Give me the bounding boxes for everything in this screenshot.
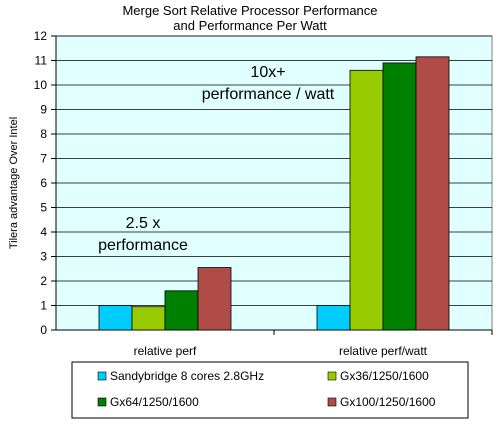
bar-3-2 — [382, 62, 417, 331]
y-tick-label: 11 — [35, 54, 48, 68]
y-tick-label: 9 — [40, 103, 47, 117]
y-tick-label: 12 — [34, 29, 48, 43]
annotation-1-line-2: performance — [98, 237, 188, 254]
legend-label-1: Sandybridge 8 cores 2.8GHz — [110, 369, 264, 383]
y-tick-label: 7 — [40, 152, 47, 166]
y-tick-label: 2 — [40, 274, 47, 288]
legend-swatch-1 — [97, 371, 107, 381]
bar-4-1 — [197, 267, 232, 331]
y-tick-label: 8 — [40, 127, 47, 141]
bar-2-1 — [131, 306, 166, 331]
legend-swatch-3 — [97, 397, 107, 407]
y-tick-label: 1 — [40, 299, 47, 313]
x-tick-label: relative perf — [134, 344, 197, 358]
y-tick-label: 5 — [40, 201, 47, 215]
y-tick-label: 0 — [40, 323, 47, 337]
legend-swatch-2 — [327, 371, 337, 381]
bar-4-2 — [415, 56, 450, 331]
x-tick-label: relative perf/watt — [339, 344, 428, 358]
y-tick-label: 3 — [40, 250, 47, 264]
bar-2-2 — [349, 69, 384, 331]
bar-1-1 — [98, 305, 133, 331]
legend-label-4: Gx100/1250/1600 — [340, 395, 436, 409]
bar-1-2 — [316, 305, 351, 331]
chart-title-line-1: Merge Sort Relative Processor Performanc… — [122, 3, 377, 18]
annotation-1-line-1: 2.5 x — [126, 215, 161, 232]
legend-box — [71, 361, 469, 419]
legend-label-3: Gx64/1250/1600 — [110, 395, 199, 409]
bar-3-1 — [164, 290, 199, 331]
annotation-2-line-2: performance / watt — [202, 86, 335, 103]
y-axis-label: Tilera advantage Over Intel — [8, 117, 20, 249]
y-tick-label: 6 — [40, 176, 47, 190]
annotation-2-line-1: 10x+ — [250, 64, 285, 81]
legend-swatch-4 — [327, 397, 337, 407]
y-tick-label: 4 — [40, 225, 47, 239]
chart-title: Merge Sort Relative Processor Performanc… — [122, 3, 377, 33]
y-tick-label: 10 — [34, 78, 48, 92]
chart-title-line-2: and Performance Per Watt — [173, 18, 327, 33]
legend-label-2: Gx36/1250/1600 — [340, 369, 429, 383]
legend: Sandybridge 8 cores 2.8GHz Gx36/1250/1600… — [71, 361, 469, 419]
